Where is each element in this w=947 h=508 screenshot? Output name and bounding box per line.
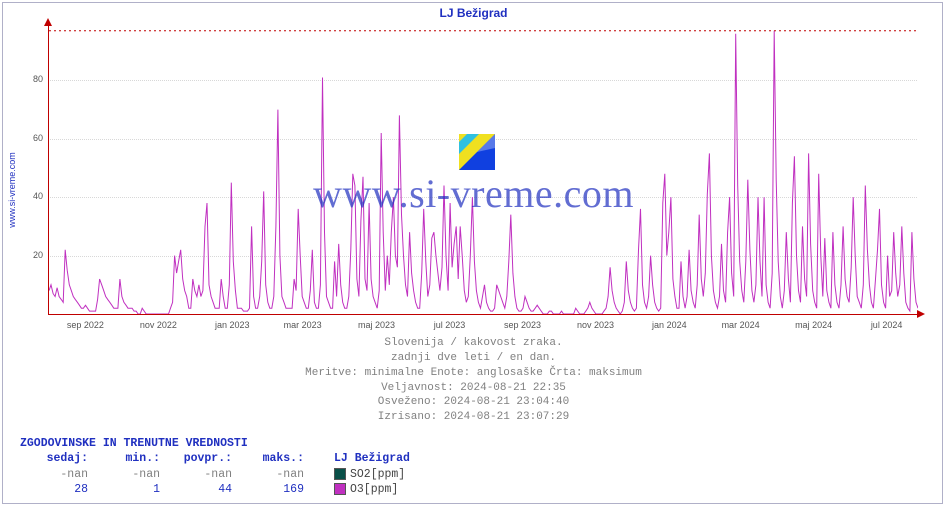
- x-tick-label: jan 2023: [215, 320, 250, 330]
- meta-line: Veljavnost: 2024-08-21 22:35: [0, 381, 947, 396]
- stats-table: sedaj: min.: povpr.: maks.: LJ Bežigrad …: [20, 451, 414, 498]
- x-tick-label: jan 2024: [652, 320, 687, 330]
- stats-row: 28144169O3[ppm]: [20, 482, 414, 498]
- stats-header: ZGODOVINSKE IN TRENUTNE VREDNOSTI: [20, 436, 414, 452]
- y-tick-label: 60: [3, 133, 43, 143]
- x-tick-label: nov 2023: [577, 320, 614, 330]
- meta-line: Osveženo: 2024-08-21 23:04:40: [0, 395, 947, 410]
- col-now: sedaj:: [20, 451, 92, 467]
- x-tick-label: sep 2022: [67, 320, 104, 330]
- x-tick-label: maj 2024: [795, 320, 832, 330]
- y-tick-label: 40: [3, 191, 43, 201]
- stats-series-label: LJ Bežigrad: [330, 451, 414, 467]
- meta-line: Izrisano: 2024-08-21 23:07:29: [0, 410, 947, 425]
- x-tick-label: mar 2024: [722, 320, 760, 330]
- x-tick-label: jul 2023: [434, 320, 466, 330]
- x-axis-arrow: [917, 310, 925, 318]
- meta-line: Slovenija / kakovost zraka.: [0, 336, 947, 351]
- y-tick-label: 80: [3, 74, 43, 84]
- watermark-icon: [459, 134, 495, 170]
- chart-metadata: Slovenija / kakovost zraka. zadnji dve l…: [0, 336, 947, 425]
- stats-row: -nan-nan-nan-nanSO2[ppm]: [20, 467, 414, 483]
- col-max: maks.:: [236, 451, 308, 467]
- stats-block: ZGODOVINSKE IN TRENUTNE VREDNOSTI sedaj:…: [20, 436, 414, 498]
- col-avg: povpr.:: [164, 451, 236, 467]
- chart-title: LJ Bežigrad: [0, 6, 947, 20]
- x-tick-label: nov 2022: [140, 320, 177, 330]
- x-tick-label: maj 2023: [358, 320, 395, 330]
- stats-header-row: sedaj: min.: povpr.: maks.: LJ Bežigrad: [20, 451, 414, 467]
- x-tick-label: sep 2023: [504, 320, 541, 330]
- x-tick-label: mar 2023: [284, 320, 322, 330]
- x-tick-label: jul 2024: [871, 320, 903, 330]
- y-tick-label: 20: [3, 250, 43, 260]
- col-min: min.:: [92, 451, 164, 467]
- meta-line: Meritve: minimalne Enote: anglosaške Črt…: [0, 366, 947, 381]
- meta-line: zadnji dve leti / en dan.: [0, 351, 947, 366]
